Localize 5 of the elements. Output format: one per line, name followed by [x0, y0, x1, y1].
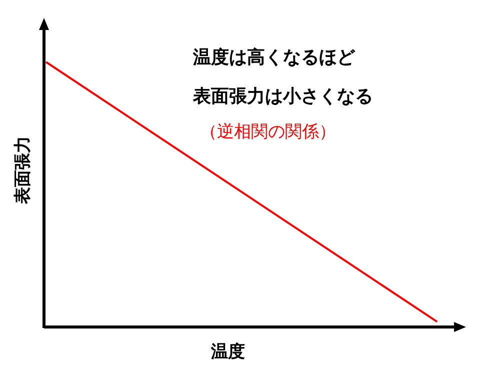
annotation: 表面張力は小さくなる — [193, 86, 373, 107]
annotation: 温度は高くなるほど — [193, 47, 355, 68]
y-axis-title: 表面張力 — [13, 136, 33, 205]
annotation: （逆相関の関係） — [200, 122, 336, 142]
x-axis-title: 温度 — [210, 342, 245, 362]
